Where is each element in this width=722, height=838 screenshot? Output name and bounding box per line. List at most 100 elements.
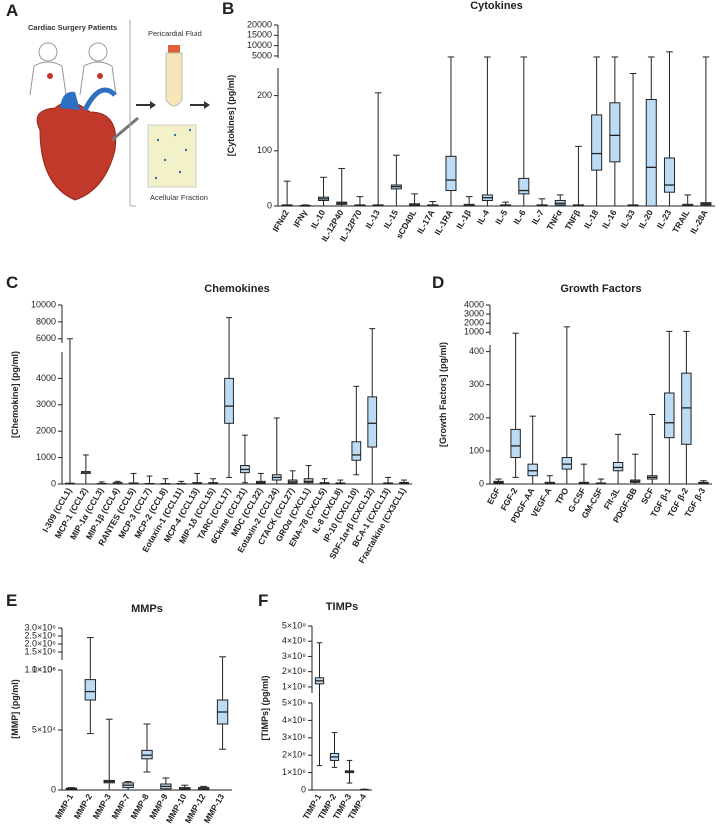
x-tick-label: IL-7 — [530, 208, 546, 226]
box — [303, 478, 314, 484]
box — [367, 396, 378, 448]
arrow — [204, 101, 210, 109]
box — [681, 372, 692, 445]
y-tick-label: 200 — [257, 90, 272, 100]
particles — [154, 128, 192, 180]
y-axis-label: [TIMPs] (pg/ml) — [260, 676, 270, 741]
y-tick-label: 3000 — [464, 308, 484, 318]
x-tick-label: IFNα2 — [270, 208, 291, 234]
box — [561, 457, 573, 470]
box — [663, 157, 675, 193]
y-tick-label: 0 — [51, 784, 56, 794]
panel-label: B — [222, 0, 234, 18]
y-tick-label: 1×10⁸ — [282, 681, 306, 691]
panel-label: A — [6, 1, 18, 20]
y-tick-label: 3.0×10⁶ — [25, 622, 57, 632]
x-tick-label: IL-33 — [618, 208, 637, 230]
y-tick-label: 2000 — [464, 318, 484, 328]
diagram: A Cardiac Surgery Patients Pericardial F… — [6, 1, 210, 207]
y-tick-label: 2.0×10⁶ — [25, 638, 57, 648]
arrow — [150, 101, 156, 109]
y-tick-label: 5×10⁶ — [282, 697, 306, 707]
y-tick-label: 1.0×10⁶ — [25, 664, 57, 674]
chart-title: Cytokines — [470, 0, 523, 12]
chart-title: Chemokines — [204, 283, 269, 295]
y-tick-label: 1000 — [464, 327, 484, 337]
y-tick-label: 100 — [257, 145, 272, 155]
x-tick-label: IL-1β — [454, 208, 473, 231]
y-tick-label: 4×10⁸ — [282, 636, 306, 646]
y-tick-label: 2000 — [36, 426, 56, 436]
x-tick-label: TNFβ — [563, 208, 583, 232]
box — [664, 392, 675, 439]
box — [351, 441, 362, 461]
y-axis-label: [MMP] (pg/ml) — [10, 679, 20, 738]
panel-label: D — [432, 273, 444, 292]
y-tick-label: 0 — [479, 478, 484, 488]
y-tick-label: 1×10⁶ — [282, 767, 306, 777]
x-tick-label: IL-15 — [382, 208, 401, 230]
vessel — [82, 87, 117, 112]
y-tick-label: 4000 — [464, 299, 484, 309]
y-tick-label: 10000 — [247, 40, 272, 50]
fraction-box — [147, 124, 197, 188]
y-tick-label: 6000 — [36, 333, 56, 343]
box — [518, 177, 530, 195]
box — [612, 461, 624, 472]
y-tick-label: 5000 — [252, 50, 272, 60]
y-tick-label: 2×10⁸ — [282, 666, 306, 676]
box — [527, 463, 538, 477]
y-tick-label: 1.5×10⁶ — [25, 646, 57, 656]
box — [645, 98, 657, 207]
x-tick-label: IL-1RA — [432, 208, 454, 237]
y-tick-label: 3×10⁸ — [282, 651, 306, 661]
tube-cap — [168, 45, 180, 53]
x-tick-label: IL-6 — [511, 208, 527, 226]
chart-title: MMPs — [131, 603, 163, 615]
box — [609, 102, 621, 163]
y-tick-label: 0 — [267, 200, 272, 210]
chart-title: Growth Factors — [560, 283, 641, 295]
heart — [36, 101, 117, 201]
diagram-label: Acellular Fraction — [150, 193, 208, 202]
x-tick-label: IL-18 — [582, 208, 601, 230]
x-tick-label: TNFα — [544, 207, 564, 232]
y-axis-label: [Cytokines] (pg/ml) — [226, 75, 236, 157]
y-tick-label: 200 — [469, 412, 484, 422]
y-tick-label: 20000 — [247, 19, 272, 29]
y-tick-label: 300 — [469, 379, 484, 389]
x-tick-label: EGF — [485, 486, 502, 506]
x-tick-label: IL-13 — [363, 208, 382, 230]
x-tick-label: IL-20 — [636, 208, 655, 230]
y-tick-label: 4×10⁶ — [282, 715, 306, 725]
tube — [165, 52, 183, 107]
y-tick-label: 0 — [301, 784, 306, 794]
y-axis-label: [Chemokine] (pg/ml) — [10, 351, 20, 438]
syringe — [111, 116, 139, 142]
y-tick-label: 400 — [469, 346, 484, 356]
y-tick-label: 5×10⁴ — [32, 724, 56, 734]
heart-dot — [47, 73, 53, 79]
x-tick-label: IL-23 — [655, 208, 674, 230]
y-tick-label: 1×10⁶ — [32, 664, 56, 674]
panel-label: F — [258, 591, 268, 610]
vessel — [60, 91, 80, 110]
y-tick-label: 3000 — [36, 399, 56, 409]
x-tick-label: IL-5 — [493, 208, 509, 226]
panel-label: C — [6, 273, 18, 292]
y-tick-label: 8000 — [36, 316, 56, 326]
diagram-label: Pericardial Fluid — [148, 29, 202, 38]
y-axis-label: [Growth Factors] (pg/ml) — [438, 342, 448, 447]
box — [445, 155, 457, 192]
x-tick-label: IL-28A — [688, 208, 710, 236]
patient-icons — [29, 42, 117, 96]
box — [84, 679, 97, 701]
chart-title: TIMPs — [326, 601, 358, 613]
panel-label: E — [6, 591, 17, 610]
y-tick-label: 3×10⁶ — [282, 732, 306, 742]
box — [510, 428, 521, 459]
box — [224, 377, 234, 424]
y-tick-label: 2.5×10⁶ — [25, 630, 57, 640]
y-tick-label: 15000 — [247, 30, 272, 40]
